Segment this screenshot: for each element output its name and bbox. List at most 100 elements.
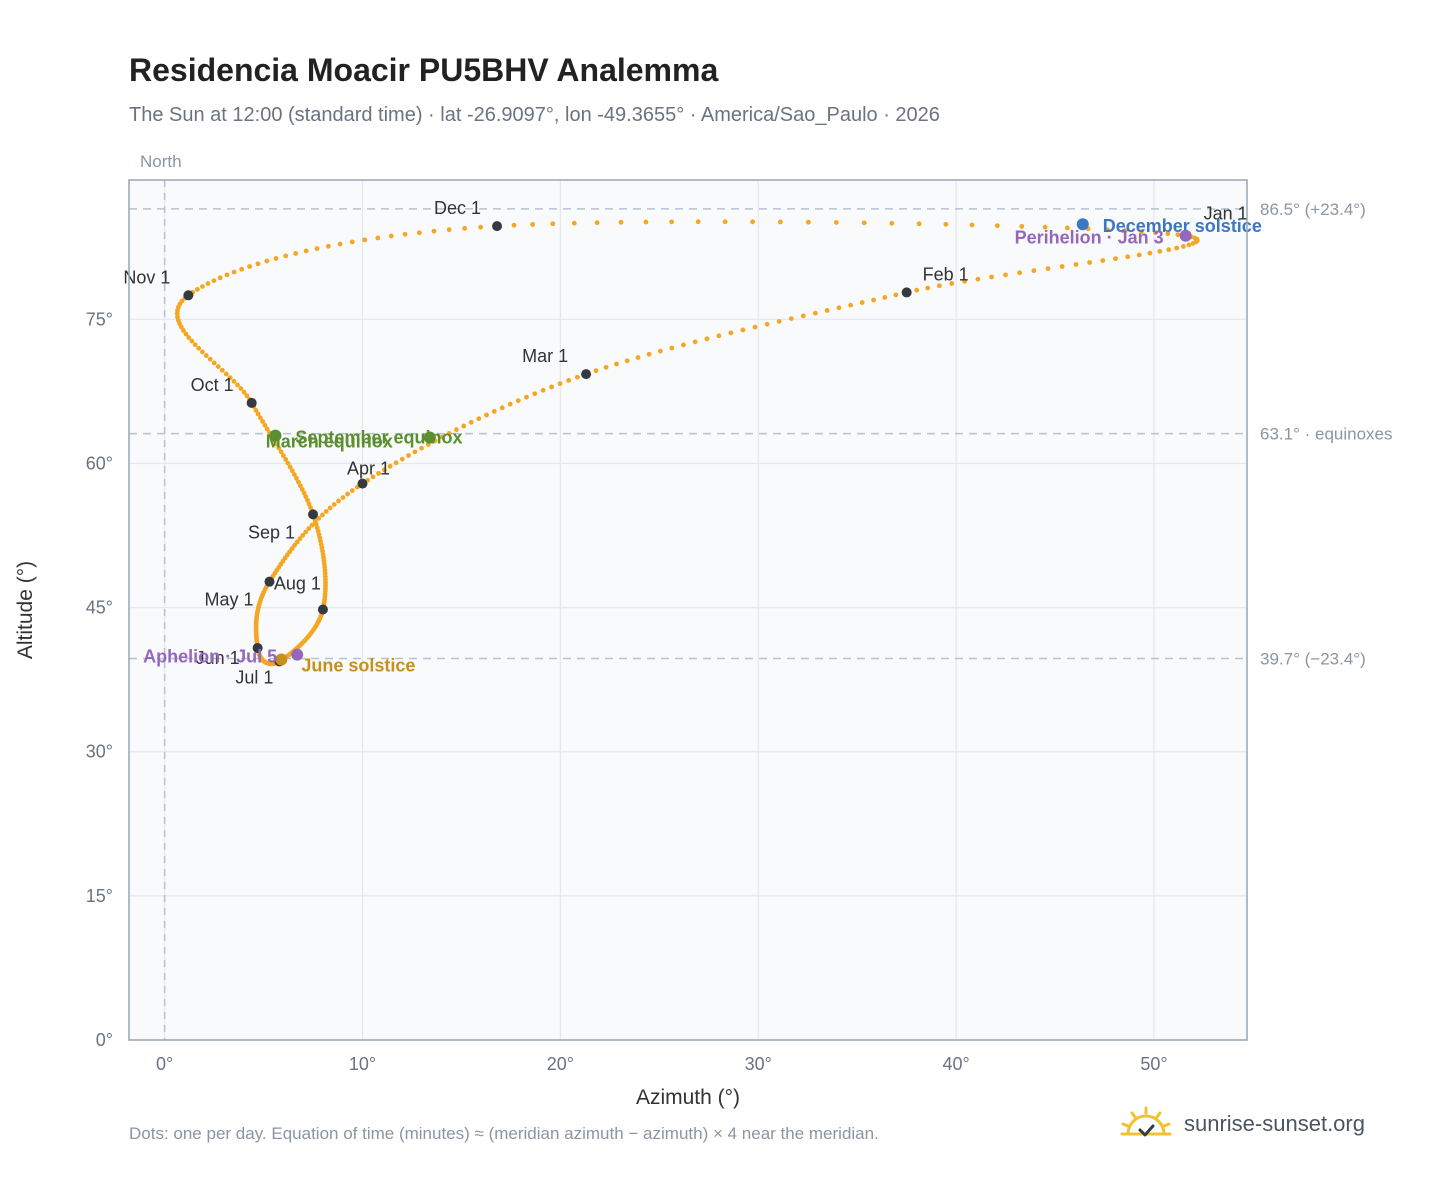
x-tick-label: 40° xyxy=(943,1054,970,1074)
daily-sun-dot xyxy=(1064,225,1070,231)
daily-sun-dot xyxy=(916,221,922,227)
daily-sun-dot xyxy=(262,422,268,428)
daily-sun-dot xyxy=(283,253,289,259)
daily-sun-dot xyxy=(196,345,202,351)
daily-sun-dot xyxy=(574,374,580,380)
daily-sun-dot xyxy=(692,339,698,345)
daily-sun-dot xyxy=(1181,244,1186,249)
daily-sun-dot xyxy=(274,441,279,447)
daily-sun-dot xyxy=(387,463,393,469)
daily-sun-dot xyxy=(925,285,931,291)
daily-sun-dot xyxy=(1031,268,1037,274)
month-marker-label: Sep 1 xyxy=(248,522,295,542)
daily-sun-dot xyxy=(778,219,783,225)
daily-sun-dot xyxy=(186,335,192,340)
daily-sun-dot xyxy=(299,487,305,492)
daily-sun-dot xyxy=(507,401,513,407)
daily-sun-dot xyxy=(285,460,291,466)
daily-sun-dot xyxy=(303,494,309,500)
daily-sun-dot xyxy=(478,224,484,230)
daily-sun-dot xyxy=(205,281,211,286)
daily-sun-dot xyxy=(1087,260,1092,265)
daily-sun-dot xyxy=(1073,262,1079,267)
daily-sun-dot xyxy=(231,378,237,384)
daily-sun-dot xyxy=(1157,248,1163,254)
daily-sun-dot xyxy=(235,382,240,388)
daily-sun-dot xyxy=(1166,247,1172,253)
event-marker xyxy=(291,648,304,661)
sun-check-icon xyxy=(1120,1106,1172,1137)
plot-frame xyxy=(128,179,1248,1041)
y-tick-label: 30° xyxy=(86,742,113,762)
y-tick-label: 15° xyxy=(86,886,113,906)
brand-logo[interactable]: sunrise-sunset.org xyxy=(1120,1100,1365,1148)
daily-sun-dot xyxy=(532,391,538,397)
daily-sun-dot xyxy=(722,219,728,225)
daily-sun-dot xyxy=(207,356,213,362)
footnote: Dots: one per day. Equation of time (min… xyxy=(129,1124,879,1143)
daily-sun-dot xyxy=(301,490,307,496)
month-marker-label: Jun 1 xyxy=(196,648,240,668)
event-marker xyxy=(269,429,282,442)
daily-sun-dot xyxy=(297,536,303,542)
daily-sun-dot xyxy=(303,529,309,535)
daily-sun-dot xyxy=(416,230,422,236)
daily-sun-dot xyxy=(635,355,641,360)
daily-sun-dot xyxy=(1175,232,1181,238)
month-marker xyxy=(492,221,503,232)
daily-sun-dot xyxy=(327,505,333,511)
daily-sun-dot xyxy=(283,457,289,462)
daily-sun-dot xyxy=(571,220,577,226)
event-label: September equinox xyxy=(295,428,462,448)
daily-sun-dot xyxy=(943,221,949,227)
daily-sun-dot xyxy=(349,488,355,493)
daily-sun-dot xyxy=(530,222,536,227)
daily-sun-dot xyxy=(994,223,1000,229)
x-tick-label: 10° xyxy=(349,1054,376,1074)
event-marker xyxy=(1076,218,1089,231)
daily-sun-dot xyxy=(468,419,474,425)
daily-sun-dot xyxy=(281,453,286,459)
daily-sun-dot xyxy=(1003,272,1008,278)
daily-sun-dot xyxy=(515,398,521,404)
daily-sun-dot xyxy=(511,222,517,228)
daily-sun-dot xyxy=(893,292,899,298)
daily-sun-dot xyxy=(1147,250,1153,256)
daily-sun-dot xyxy=(296,479,301,485)
daily-sun-dot xyxy=(345,491,350,497)
daily-sun-dot xyxy=(179,298,185,304)
daily-sun-dot xyxy=(238,386,244,391)
daily-sun-dot xyxy=(750,219,756,225)
north-label: North xyxy=(140,152,182,171)
daily-sun-dot xyxy=(287,464,293,470)
daily-sun-dot xyxy=(914,287,920,293)
daily-sun-dot xyxy=(618,219,624,225)
daily-sun-dot xyxy=(370,474,376,480)
daily-sun-dot xyxy=(200,284,205,289)
daily-sun-dot xyxy=(975,276,981,282)
daily-sun-dot xyxy=(557,381,563,387)
daily-sun-dot xyxy=(728,330,734,336)
daily-sun-dot xyxy=(306,526,312,532)
daily-sun-dot xyxy=(247,264,253,269)
daily-sun-dot xyxy=(1122,228,1128,234)
daily-sun-dot xyxy=(276,445,282,451)
reference-line-label: 63.1° · equinoxes xyxy=(1260,425,1393,444)
daily-sun-dot xyxy=(264,426,270,432)
daily-sun-dot xyxy=(657,348,663,354)
daily-sun-dot xyxy=(484,412,489,418)
daily-sun-dot xyxy=(1113,256,1118,262)
daily-sun-dot xyxy=(399,456,405,462)
daily-sun-dot xyxy=(524,394,529,400)
month-marker-label: Dec 1 xyxy=(434,198,481,218)
daily-sun-dot xyxy=(388,233,394,239)
daily-sun-dot xyxy=(476,416,482,422)
daily-sun-dot xyxy=(549,384,554,390)
month-marker xyxy=(581,369,592,380)
daily-sun-dot xyxy=(681,342,686,348)
daily-sun-dot xyxy=(192,342,198,348)
daily-sun-dot xyxy=(273,256,279,261)
